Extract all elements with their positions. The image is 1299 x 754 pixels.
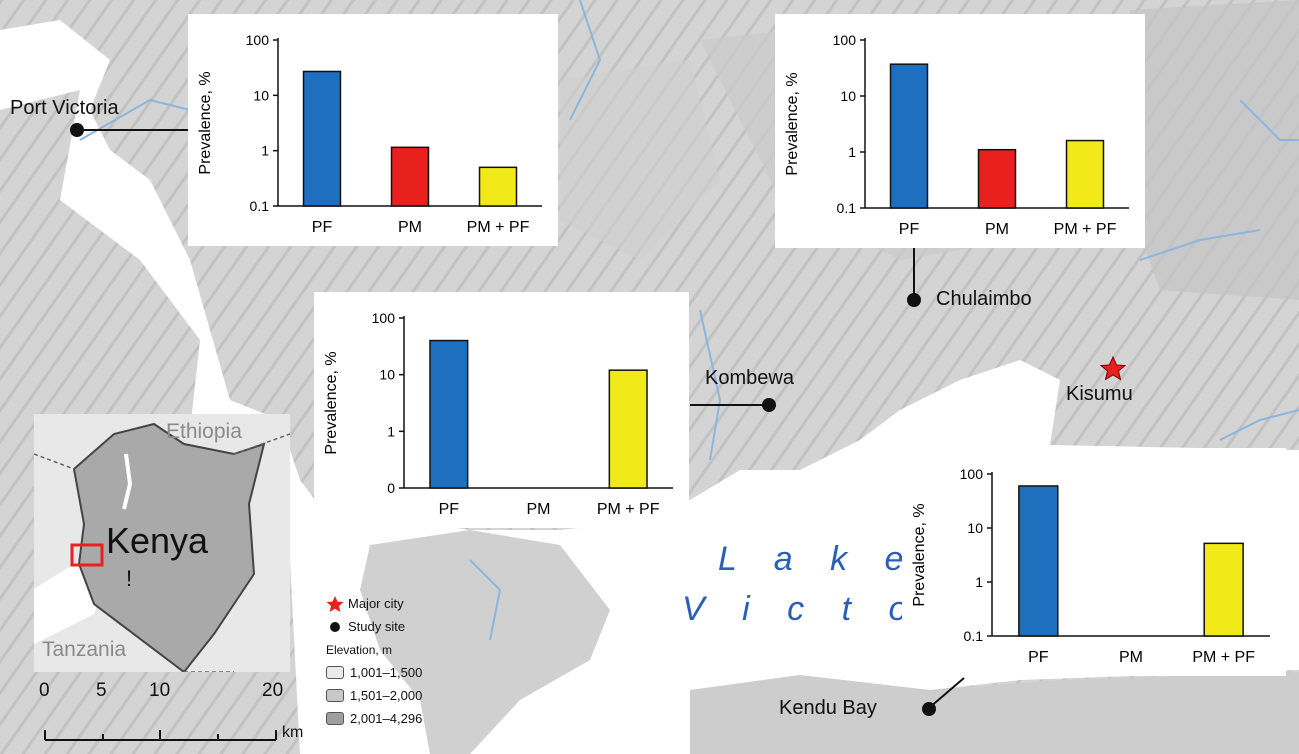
bar-pm-pf [608, 369, 648, 489]
bar-pm-pf [478, 166, 518, 207]
y-tick-label: 100 [246, 32, 270, 48]
bar-pf [429, 339, 469, 489]
bar-pm-pf [1203, 542, 1244, 637]
inset-label-tanzania: Tanzania [42, 638, 127, 661]
y-tick-label: 0 [387, 480, 395, 496]
scale-bar-line [44, 730, 277, 741]
category-label: PF [899, 221, 920, 238]
dot-icon [330, 621, 340, 632]
site-dot-port-victoria [70, 123, 84, 137]
legend-elevation-title: Elevation, m [326, 642, 393, 657]
elevation-swatch-3 [326, 712, 344, 725]
category-label: PF [1028, 649, 1049, 666]
inset-map: Ethiopia Kenya Tanzania ! [34, 414, 290, 672]
y-tick-label: 1 [848, 144, 856, 160]
bar-pm [977, 148, 1017, 209]
site-dot-kendu-bay [922, 702, 936, 716]
category-label: PM + PF [597, 501, 660, 518]
map-legend: Major city Study site Elevation, m 1,001… [326, 592, 422, 730]
site-label-kendu-bay: Kendu Bay [779, 697, 877, 719]
category-label: PM [398, 219, 422, 236]
site-dot-kombewa [762, 398, 776, 412]
scale-tick-0: 0 [39, 680, 50, 701]
inset-marker: ! [126, 566, 133, 591]
category-label: PM + PF [467, 219, 530, 236]
y-tick-label: 1 [261, 143, 269, 159]
y-tick-label: 100 [960, 466, 984, 482]
y-axis-label: Prevalence, % [197, 71, 214, 174]
bar-pm [390, 146, 430, 207]
y-axis-label: Prevalence, % [323, 351, 340, 454]
y-tick-label: 1 [387, 423, 395, 439]
category-label: PM + PF [1192, 649, 1255, 666]
city-label-kisumu: Kisumu [1066, 383, 1133, 405]
category-label: PM [985, 221, 1009, 238]
y-tick-label: 100 [833, 32, 857, 48]
y-tick-label: 1 [975, 574, 983, 590]
bar-pm-pf [1065, 139, 1105, 209]
category-label: PM [527, 501, 551, 518]
chart-kendu-bay: Prevalence, % 0.1 1 10 100 PF PM PM + PF [902, 448, 1286, 676]
scale-tick-5: 5 [96, 680, 107, 701]
kisumu-star-icon [1099, 355, 1127, 381]
y-tick-label: 0.1 [964, 628, 984, 644]
legend-elevation-1: 1,001–1,500 [350, 665, 423, 680]
y-tick-label: 0.1 [250, 198, 270, 214]
scale-tick-20: 20 [262, 680, 284, 701]
y-axis-label: Prevalence, % [784, 72, 801, 175]
site-label-port-victoria: Port Victoria [10, 97, 119, 119]
site-label-chulaimbo: Chulaimbo [936, 288, 1032, 310]
y-tick-label: 10 [967, 520, 983, 536]
y-tick-label: 10 [253, 87, 269, 103]
y-tick-label: 10 [840, 88, 856, 104]
inset-label-ethiopia: Ethiopia [166, 420, 242, 443]
legend-elevation-3: 2,001–4,296 [350, 711, 423, 726]
chart-kombewa: Prevalence, % 0 1 10 100 PF PM PM + PF [314, 292, 689, 528]
legend-elevation-2: 1,501–2,000 [350, 688, 423, 703]
y-tick-label: 100 [372, 310, 396, 326]
legend-study-site: Study site [348, 619, 406, 634]
y-tick-label: 10 [379, 367, 395, 383]
bar-pf [302, 70, 342, 207]
category-label: PF [312, 219, 333, 236]
site-dot-chulaimbo [907, 293, 921, 307]
bar-pf [889, 63, 929, 209]
category-label: PF [439, 501, 460, 518]
lake-label-line-1: L a k e [718, 540, 918, 578]
elevation-swatch-2 [326, 689, 344, 702]
category-label: PM [1119, 649, 1143, 666]
inset-label-kenya: Kenya [106, 520, 209, 561]
scale-unit: km [282, 724, 304, 741]
chart-chulaimbo: Prevalence, % 0.1 1 10 100 PF PM PM + PF [775, 14, 1145, 248]
site-label-kombewa: Kombewa [705, 367, 794, 389]
scale-bar: 0 5 10 20 km [30, 676, 310, 746]
study-area-box [70, 543, 104, 567]
chart-port-victoria: Prevalence, % 0.1 1 10 100 PF PM PM + PF [188, 14, 558, 246]
y-tick-label: 0.1 [837, 200, 857, 216]
kenya-shape [72, 422, 266, 672]
legend-major-city: Major city [348, 596, 404, 611]
bar-pf [1018, 485, 1059, 637]
star-icon [326, 595, 344, 612]
category-label: PM + PF [1054, 221, 1117, 238]
elevation-swatch-1 [326, 666, 344, 679]
y-axis-label: Prevalence, % [911, 503, 928, 606]
inset-map-shape [34, 414, 290, 672]
scale-tick-10: 10 [149, 680, 171, 701]
